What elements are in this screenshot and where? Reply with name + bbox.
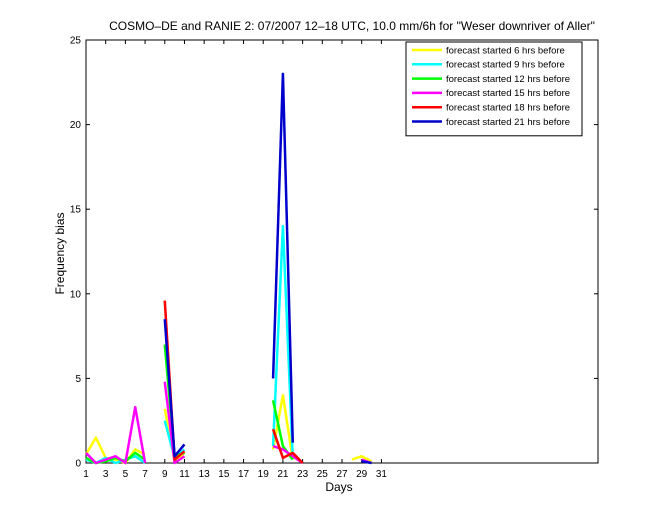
series-line: [163, 72, 372, 465]
x-tick-label: 5: [123, 469, 129, 480]
series-segment: [85, 405, 147, 465]
legend-entry: forecast started 18 hrs before: [446, 103, 570, 114]
legend-entry: forecast started 9 hrs before: [446, 60, 565, 71]
series-segment: [163, 381, 186, 465]
x-axis-label: Days: [325, 480, 352, 494]
series-segment: [84, 436, 146, 465]
x-tick-label: 31: [376, 469, 388, 480]
x-tick-label: 9: [162, 469, 168, 480]
chart-title: COSMO–DE and RANIE 2: 07/2007 12–18 UTC,…: [109, 19, 595, 33]
y-tick-label: 25: [70, 36, 82, 47]
y-tick-label: 20: [70, 120, 82, 131]
y-tick-label: 5: [75, 374, 81, 385]
x-tick-label: 15: [218, 469, 230, 480]
legend-entry: forecast started 21 hrs before: [446, 117, 570, 128]
series-segment: [271, 428, 304, 464]
legend-entry: forecast started 6 hrs before: [446, 45, 565, 56]
series-segment: [271, 72, 295, 443]
x-tick-label: 25: [317, 469, 329, 480]
x-tick-label: 3: [103, 469, 109, 480]
legend-box: [405, 41, 583, 137]
y-tick-label: 15: [70, 205, 82, 216]
x-tick-label: 7: [142, 469, 148, 480]
series-segment: [271, 224, 295, 458]
x-tick-label: 23: [297, 469, 309, 480]
x-tick-label: 29: [356, 469, 368, 480]
y-tick-label: 10: [70, 289, 82, 300]
y-tick-label: 0: [75, 459, 81, 470]
legend-entry: forecast started 15 hrs before: [446, 88, 570, 99]
x-tick-label: 21: [277, 469, 289, 480]
x-tick-label: 11: [179, 469, 190, 480]
x-tick-label: 19: [258, 469, 270, 480]
series-segment: [351, 454, 373, 463]
x-tick-label: 17: [238, 469, 250, 480]
series-lines: [84, 72, 373, 465]
series-segment: [271, 394, 295, 460]
series-segment: [163, 319, 186, 458]
legend: forecast started 6 hrs before forecast st…: [405, 41, 583, 137]
x-tick-label: 27: [336, 469, 348, 480]
y-axis-label: Frequency bias: [53, 212, 67, 294]
series-segment: [361, 460, 372, 465]
x-tick-label: 13: [199, 469, 211, 480]
legend-entry: forecast started 12 hrs before: [446, 74, 570, 85]
x-tick-label: 1: [83, 469, 89, 480]
